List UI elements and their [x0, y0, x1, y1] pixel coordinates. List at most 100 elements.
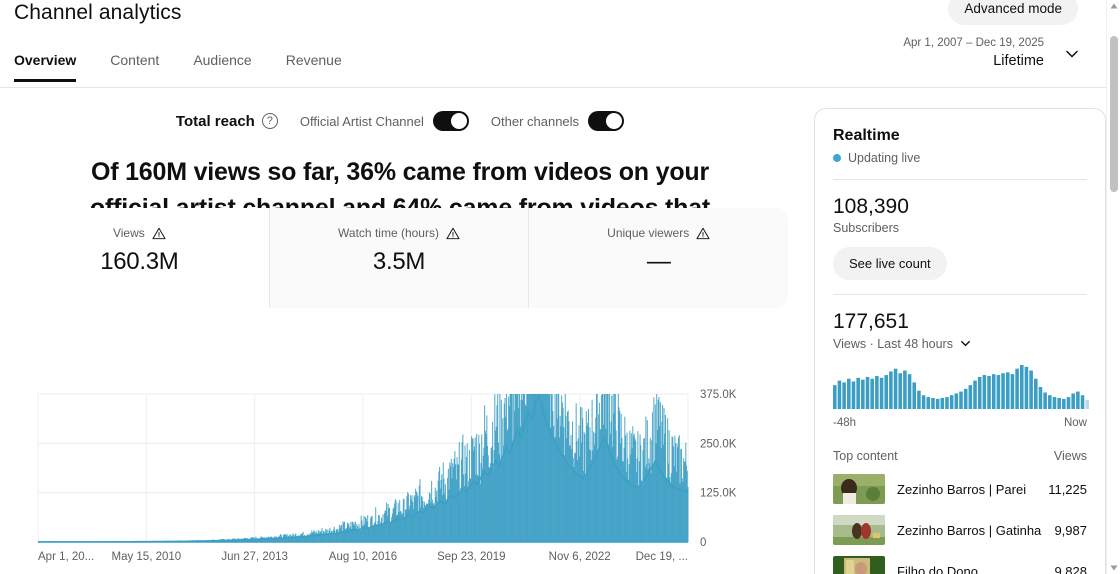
video-views: 11,225	[1048, 481, 1087, 497]
warning-triangle-icon	[446, 227, 460, 239]
metric-card-label: Watch time (hours)	[338, 226, 439, 240]
advanced-mode-button[interactable]: Advanced mode	[948, 0, 1078, 25]
chart-x-tick-label: Sep 23, 2019	[437, 551, 505, 563]
realtime-views-label: Views · Last 48 hours	[833, 337, 953, 351]
chart-y-tick-label: 125.0K	[700, 488, 737, 500]
realtime-sparkline[interactable]: -48h Now	[833, 365, 1089, 429]
realtime-views-label-row[interactable]: Views · Last 48 hours	[833, 336, 1087, 351]
sparkline-bar	[1085, 399, 1089, 409]
divider	[833, 179, 1087, 180]
list-item[interactable]: Zezinho Barros | Gatinha 9,987	[833, 515, 1087, 545]
sparkline-bar	[903, 370, 907, 409]
tab-content[interactable]: Content	[110, 52, 160, 68]
metric-card-value: 3.5M	[372, 248, 426, 275]
tab-audience[interactable]: Audience	[193, 52, 252, 68]
sparkline-bar	[1080, 395, 1085, 409]
sparkline-bar	[842, 382, 846, 409]
sparkline-svg	[833, 365, 1089, 409]
scroll-down-arrow-icon[interactable]	[1110, 565, 1118, 571]
tab-overview[interactable]: Overview	[14, 52, 93, 82]
sparkline-right-label: Now	[1063, 417, 1087, 429]
see-live-count-button[interactable]: See live count	[833, 247, 947, 280]
sparkline-bar	[917, 390, 921, 409]
views-over-time-chart[interactable]: 0 125.0K 250.0K 375.0K Apr 1, 20... May 15, 2…	[10, 316, 788, 574]
sparkline-bar	[865, 376, 870, 409]
sparkline-bar	[847, 378, 851, 409]
sparkline-bar	[893, 368, 898, 409]
sparkline-bar	[968, 385, 973, 409]
sparkline-bar	[945, 397, 949, 409]
sparkline-bar	[973, 380, 977, 409]
help-circle-icon[interactable]: ?	[261, 113, 278, 129]
top-content-header-row: Top content Views	[833, 449, 1087, 463]
sparkline-bar	[1005, 372, 1010, 409]
metric-card-header: Unique viewers	[607, 226, 710, 240]
sparkline-axis: -48h Now	[833, 417, 1087, 429]
sparkline-bar	[889, 371, 893, 409]
sparkline-bar	[884, 375, 888, 409]
metric-card-views[interactable]: Views 160.3M	[10, 208, 269, 308]
warning-triangle-icon	[696, 227, 710, 239]
metric-card-header: Views	[113, 226, 166, 240]
sparkline-left-label: -48h	[833, 417, 857, 429]
sparkline-bar	[1019, 365, 1024, 409]
metric-card-header: Watch time (hours)	[338, 226, 460, 240]
tab-revenue[interactable]: Revenue	[285, 52, 342, 68]
official-artist-channel-label: Official Artist Channel	[299, 113, 424, 129]
list-item[interactable]: Filho do Dono 9,828	[833, 556, 1087, 574]
video-title: Filho do Dono	[897, 563, 978, 574]
switch-knob	[450, 113, 467, 129]
sparkline-bar	[1057, 398, 1061, 409]
realtime-views-count: 177,651	[833, 310, 909, 333]
total-reach-label: Total reach ?	[176, 113, 278, 130]
sparkline-bar	[991, 374, 996, 409]
sparkline-bar	[1076, 391, 1080, 409]
page-scrollbar[interactable]	[1106, 0, 1120, 574]
chart-x-tick-label: Aug 10, 2016	[329, 551, 397, 563]
other-channels-switch[interactable]	[588, 111, 625, 131]
sparkline-bar	[940, 398, 945, 409]
views-column-header: Views	[1053, 449, 1087, 463]
sparkline-bar	[1043, 392, 1047, 409]
page-header: Channel analytics Advanced mode Overview…	[0, 0, 1106, 88]
metric-card-label: Views	[112, 226, 145, 240]
sparkline-bar	[1024, 366, 1029, 409]
sparkline-bar	[1015, 368, 1019, 409]
warning-triangle-icon	[152, 227, 166, 239]
page-title: Channel analytics	[14, 1, 182, 24]
video-title: Zezinho Barros | Parei	[897, 481, 1027, 497]
top-content-header: Top content	[833, 449, 898, 463]
sparkline-bar	[1062, 398, 1066, 409]
sparkline-bar	[851, 381, 856, 409]
sparkline-bar	[1038, 387, 1043, 409]
list-item[interactable]: Zezinho Barros | Parei 11,225	[833, 474, 1087, 504]
official-artist-channel-switch[interactable]	[432, 111, 469, 131]
realtime-title: Realtime	[833, 127, 900, 144]
date-range-selector[interactable]: Apr 1, 2007 – Dec 19, 2025 Lifetime	[903, 36, 1082, 71]
sparkline-bar	[959, 391, 963, 409]
views-chart-svg: 0 125.0K 250.0K 375.0K Apr 1, 20... May 15, 2…	[37, 389, 737, 563]
metric-card-unique-viewers[interactable]: Unique viewers —	[528, 208, 788, 308]
scroll-up-arrow-icon[interactable]	[1110, 3, 1118, 9]
subscribers-count: 108,390	[833, 195, 909, 218]
sparkline-bar	[1071, 393, 1075, 409]
total-reach-text: Total reach	[175, 112, 255, 130]
metric-cards: Views 160.3M Watch time (hours) 3.5M	[10, 208, 788, 308]
metric-card-watch-time[interactable]: Watch time (hours) 3.5M	[268, 208, 529, 308]
switch-knob	[606, 113, 623, 129]
sparkline-bar	[1052, 397, 1057, 409]
metric-card-value: —	[646, 248, 671, 275]
sparkline-bar	[921, 395, 926, 409]
sparkline-bar	[879, 377, 884, 409]
sparkline-bar	[1029, 370, 1033, 409]
sparkline-bar	[954, 393, 959, 409]
chart-x-tick-label: Jun 27, 2013	[221, 551, 288, 563]
scrollbar-thumb[interactable]	[1110, 36, 1118, 192]
sparkline-bar	[1010, 374, 1015, 409]
video-thumbnail	[833, 515, 885, 545]
date-range-value: Apr 1, 2007 – Dec 19, 2025	[903, 37, 1044, 49]
sparkline-bar	[907, 374, 912, 409]
sparkline-bar	[1048, 395, 1052, 409]
video-thumbnail	[833, 556, 885, 574]
